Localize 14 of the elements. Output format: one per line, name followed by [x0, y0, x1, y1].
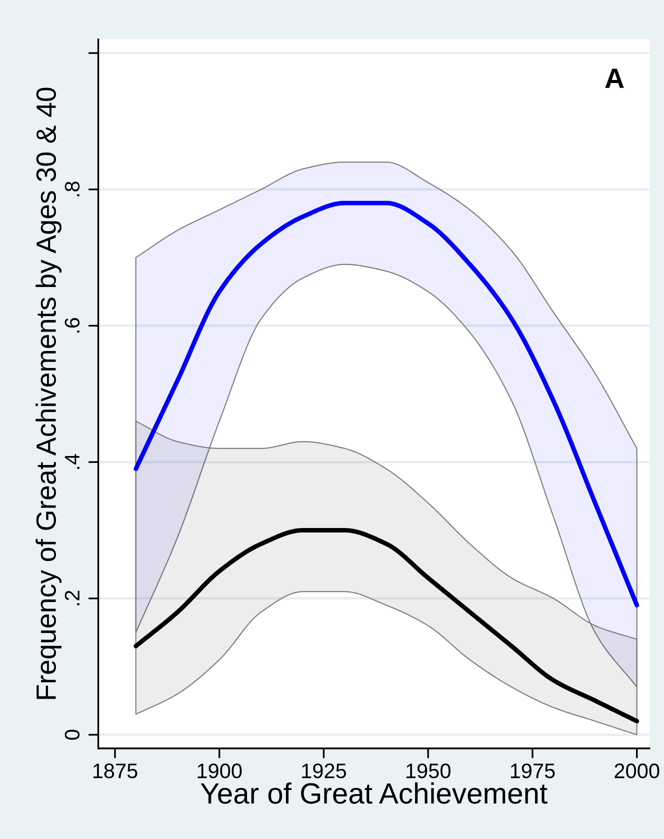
- x-axis-title: Year of Great Achievement: [200, 782, 548, 804]
- y-tick-label: .2: [64, 590, 80, 606]
- x-tick-label: 1875: [93, 764, 138, 778]
- x-tick-label: 2000: [614, 764, 660, 778]
- x-tick-label: 1975: [510, 764, 555, 778]
- annotation: A: [605, 68, 624, 88]
- x-tick-label: 1950: [406, 764, 450, 778]
- y-tick-label: .8: [64, 182, 80, 196]
- y-tick-label: .4: [65, 454, 80, 469]
- y-axis-title: Frequency of Great Achivements by Ages 30 & 40: [36, 88, 62, 699]
- x-tick-label: 1925: [302, 764, 346, 778]
- y-tick-label: .6: [64, 318, 80, 333]
- y-tick-label: 0: [64, 730, 80, 740]
- x-tick-label: 1900: [198, 764, 242, 778]
